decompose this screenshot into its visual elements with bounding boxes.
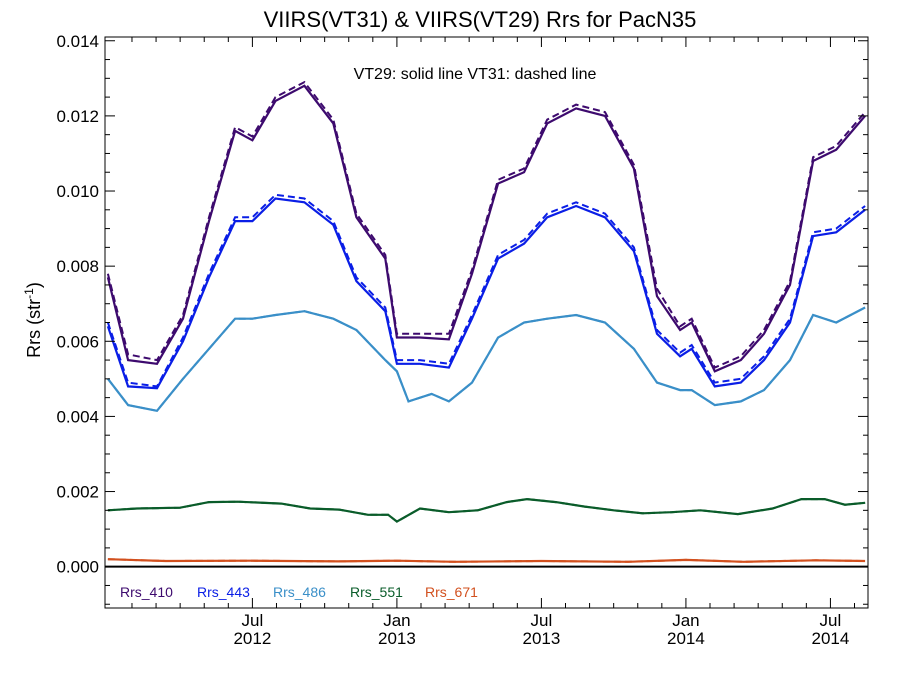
legend-item-Rrs_551: Rrs_551 — [350, 584, 403, 600]
y-tick-label: 0.014 — [56, 32, 99, 51]
legend-item-Rrs_410: Rrs_410 — [120, 584, 173, 600]
series-Rrs_443-dashed-line — [106, 193, 866, 388]
chart-title: VIIRS(VT31) & VIIRS(VT29) Rrs for PacN35 — [264, 7, 697, 32]
series-Rrs_410-solid-line — [106, 84, 866, 373]
y-tick-label: 0.000 — [56, 558, 99, 577]
y-tick-label: 0.004 — [56, 407, 99, 426]
x-tick-month-label: Jul — [531, 611, 553, 630]
x-tick-year-label: 2013 — [522, 629, 560, 648]
series-Rrs_486-solid-line — [107, 306, 866, 413]
legend: Rrs_410 Rrs_443 Rrs_486 Rrs_551 Rrs_671 — [120, 584, 478, 600]
y-tick-label: 0.008 — [56, 257, 99, 276]
y-tick-label: 0.006 — [56, 332, 99, 351]
x-tick-month-label: Jan — [383, 611, 410, 630]
legend-item-Rrs_443: Rrs_443 — [197, 584, 250, 600]
x-tick-month-label: Jan — [672, 611, 699, 630]
y-axis-label: Rrs (str-1) — [22, 282, 44, 358]
series-Rrs_671-solid-line — [107, 558, 866, 563]
legend-item-Rrs_486: Rrs_486 — [273, 584, 326, 600]
y-tick-label: 0.010 — [56, 182, 99, 201]
plot-frame — [104, 36, 869, 609]
x-tick-month-label: Jul — [820, 611, 842, 630]
x-tick-year-label: 2014 — [667, 629, 705, 648]
x-tick-year-label: 2013 — [378, 629, 416, 648]
y-axis-label-superscript: -1 — [22, 288, 36, 299]
line-style-annotation: VT29: solid line VT31: dashed line — [354, 66, 597, 83]
y-axis-label-main: Rrs (str — [24, 299, 44, 358]
x-tick-month-label: Jul — [242, 611, 264, 630]
y-tick-label: 0.012 — [56, 107, 99, 126]
series-layer — [106, 80, 866, 563]
x-tick-year-label: 2012 — [233, 629, 271, 648]
series-Rrs_551-solid-line — [107, 497, 866, 523]
x-tick-year-label: 2014 — [812, 629, 850, 648]
legend-item-Rrs_671: Rrs_671 — [425, 584, 478, 600]
y-tick-label: 0.002 — [56, 483, 99, 502]
series-Rrs_410-dashed-line — [106, 80, 866, 369]
series-Rrs_443-solid-line — [106, 197, 866, 390]
y-axis-label-close: ) — [24, 282, 44, 288]
axes-layer: 0.000 0.002 0.004 0.006 0.008 0.010 0.012 0.014… — [56, 32, 869, 648]
